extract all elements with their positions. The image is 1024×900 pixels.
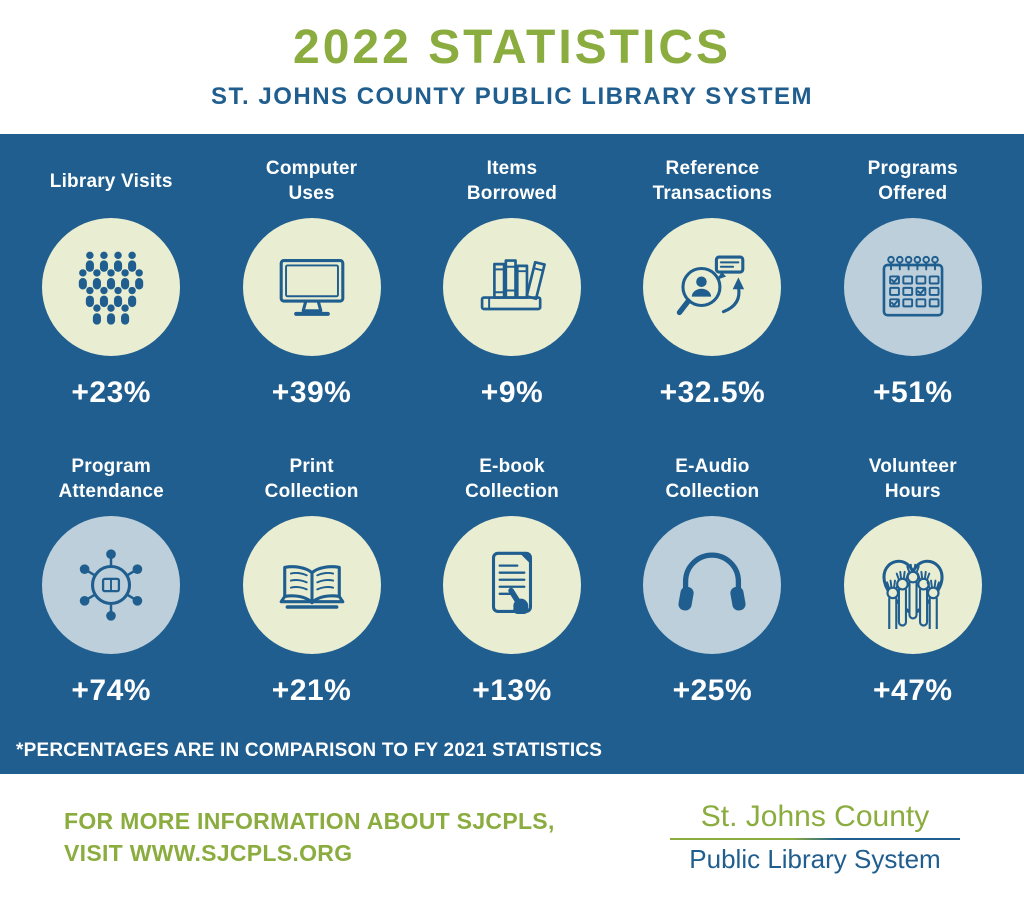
stat-value: +9% <box>480 376 544 409</box>
reference-search-icon <box>677 255 745 316</box>
stat-reference-transactions: Reference Transactions <box>612 156 812 410</box>
stat-value: +39% <box>271 376 352 409</box>
stat-volunteer-hours: Volunteer Hours <box>813 454 1013 708</box>
page-subtitle: ST. JOHNS COUNTY PUBLIC LIBRARY SYSTEM <box>211 83 813 110</box>
stat-value: +25% <box>672 674 753 707</box>
stat-circle <box>442 218 581 356</box>
more-info-text: FOR MORE INFORMATION ABOUT SJCPLS, VISIT… <box>64 807 555 866</box>
stat-circle <box>843 218 982 356</box>
stat-label: Library Visits <box>49 170 173 192</box>
stat-circle <box>242 516 381 654</box>
stat-circle <box>42 218 181 356</box>
books-stack-icon <box>480 259 546 311</box>
stat-print-collection: Print Collection <box>211 454 411 708</box>
computer-monitor-icon <box>279 259 344 316</box>
stat-circle <box>643 516 782 654</box>
stat-value: +32.5% <box>659 376 766 409</box>
people-crowd-icon <box>78 251 144 325</box>
stat-label: Programs Offered <box>867 158 958 204</box>
stat-circle <box>442 516 581 654</box>
stat-program-attendance: Program Attendance <box>11 454 211 708</box>
stat-label: E-book Collection <box>465 456 559 502</box>
stat-label: Program Attendance <box>58 456 164 502</box>
open-book-icon <box>279 565 344 609</box>
stat-ebook-collection: E-book Collection <box>412 454 612 708</box>
stat-programs-offered: Programs Offered <box>813 156 1013 410</box>
volunteer-hands-heart-icon <box>882 559 944 629</box>
stat-computer-uses: Computer Uses +39% <box>211 156 411 410</box>
ebook-tablet-icon <box>491 551 533 615</box>
stat-value: +47% <box>873 674 953 707</box>
network-book-icon <box>79 549 143 621</box>
header: 2022 STATISTICS ST. JOHNS COUNTY PUBLIC … <box>0 0 1024 134</box>
stat-label: Reference Transactions <box>652 158 773 204</box>
stat-label: Computer Uses <box>265 158 358 204</box>
stat-circle <box>242 218 381 356</box>
logo-line1: St. Johns County <box>700 800 930 834</box>
stat-label: Items Borrowed <box>466 158 558 204</box>
stat-circle <box>843 516 982 654</box>
stat-value: +23% <box>71 376 151 409</box>
stat-label: Volunteer Hours <box>868 456 957 502</box>
library-logo: St. Johns County Public Library System <box>670 800 960 874</box>
headphones-icon <box>678 552 746 611</box>
logo-line2: Public Library System <box>689 844 941 875</box>
stats-panel: Library Visits <box>0 134 1024 774</box>
page-title: 2022 STATISTICS <box>293 21 731 74</box>
stat-value: +74% <box>71 674 151 707</box>
stat-library-visits: Library Visits <box>11 156 211 410</box>
stat-circle <box>643 218 782 356</box>
footer: FOR MORE INFORMATION ABOUT SJCPLS, VISIT… <box>0 774 1024 900</box>
stat-value: +21% <box>271 674 352 707</box>
stats-grid: Library Visits <box>11 156 1013 708</box>
stat-label: E-Audio Collection <box>665 456 760 502</box>
stat-label: Print Collection <box>264 456 359 502</box>
stat-value: +13% <box>472 674 552 707</box>
calendar-icon <box>882 255 944 317</box>
logo-divider <box>670 838 960 841</box>
stat-value: +51% <box>873 376 953 409</box>
stat-eaudio-collection: E-Audio Collection +25% <box>612 454 812 708</box>
footnote: *PERCENTAGES ARE IN COMPARISON TO FY 202… <box>16 740 603 761</box>
stat-circle <box>42 516 181 654</box>
stat-items-borrowed: Items Borrowed <box>412 156 612 410</box>
